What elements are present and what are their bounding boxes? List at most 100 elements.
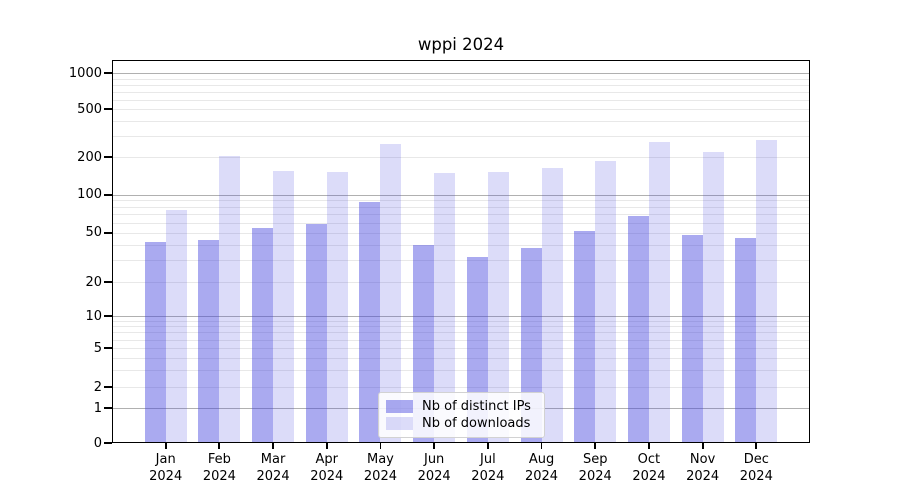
bar-distinct-ips-dec xyxy=(735,238,757,443)
bar-downloads-oct xyxy=(648,141,670,443)
bar-downloads-jun xyxy=(434,172,456,443)
x-tick-label-may: May 2024 xyxy=(363,452,397,484)
x-tick-label-jun: Jun 2024 xyxy=(417,452,451,484)
minor-gridline-600 xyxy=(112,99,810,101)
minor-gridline-3 xyxy=(112,369,810,371)
y-tick-label-5: 5 xyxy=(93,340,102,356)
gridline-500 xyxy=(112,109,810,111)
y-tick-0 xyxy=(104,442,112,444)
y-tick-label-50: 50 xyxy=(85,225,102,241)
minor-gridline-40 xyxy=(112,244,810,246)
y-tick-100 xyxy=(104,193,112,196)
bar-downloads-feb xyxy=(219,156,241,443)
y-tick-5 xyxy=(104,347,112,349)
y-tick-50 xyxy=(104,231,112,234)
x-tick-label-jan: Jan 2024 xyxy=(149,452,183,484)
x-tick-jul xyxy=(486,443,489,449)
y-tick-label-10: 10 xyxy=(85,308,102,324)
plot-area xyxy=(112,60,810,443)
x-tick-feb xyxy=(218,443,221,449)
x-tick-label-apr: Apr 2024 xyxy=(310,452,344,484)
bar-downloads-mar xyxy=(273,170,295,443)
legend-item-downloads: Nb of downloads xyxy=(386,416,537,431)
x-tick-label-mar: Mar 2024 xyxy=(256,452,290,484)
bar-downloads-jul xyxy=(487,171,509,443)
y-tick-label-200: 200 xyxy=(77,149,102,165)
minor-gridline-9 xyxy=(112,320,810,322)
gridline-20 xyxy=(112,282,810,284)
y-tick-2 xyxy=(104,386,112,389)
bar-distinct-ips-sep xyxy=(574,230,596,443)
gridline-1000 xyxy=(112,73,810,75)
minor-gridline-700 xyxy=(112,91,810,93)
minor-gridline-4 xyxy=(112,357,810,359)
bar-distinct-ips-oct xyxy=(627,215,649,443)
minor-gridline-7 xyxy=(112,332,810,334)
x-tick-oct xyxy=(648,443,650,449)
legend-label-distinct-ips: Nb of distinct IPs xyxy=(422,399,531,414)
legend-label-downloads: Nb of downloads xyxy=(422,416,531,431)
x-tick-dec xyxy=(755,443,758,449)
x-tick-label-dec: Dec 2024 xyxy=(739,452,773,484)
minor-gridline-400 xyxy=(112,120,810,122)
y-tick-20 xyxy=(104,281,112,284)
y-tick-1 xyxy=(104,407,112,410)
minor-gridline-300 xyxy=(112,136,810,138)
y-tick-label-1000: 1000 xyxy=(68,65,102,81)
x-tick-nov xyxy=(701,443,704,449)
gridline-2 xyxy=(112,387,810,389)
legend-swatch-distinct-ips xyxy=(386,400,413,413)
minor-gridline-6 xyxy=(112,339,810,341)
minor-gridline-900 xyxy=(112,78,810,80)
y-tick-label-1: 1 xyxy=(93,400,102,416)
bar-distinct-ips-feb xyxy=(198,239,220,443)
chart-title: wppi 2024 xyxy=(417,35,505,54)
y-tick-label-0: 0 xyxy=(93,435,102,451)
minor-gridline-70 xyxy=(112,214,810,216)
x-tick-sep xyxy=(594,443,597,449)
bar-downloads-nov xyxy=(702,152,724,443)
gridline-100 xyxy=(112,194,810,196)
x-tick-aug xyxy=(540,443,543,449)
bar-downloads-aug xyxy=(541,168,563,443)
bar-downloads-jan xyxy=(165,209,187,443)
x-tick-label-aug: Aug 2024 xyxy=(524,452,559,484)
x-tick-jun xyxy=(433,443,436,449)
y-tick-label-20: 20 xyxy=(85,274,102,290)
x-tick-label-jul: Jul 2024 xyxy=(471,452,505,484)
minor-gridline-80 xyxy=(112,206,810,208)
x-tick-label-nov: Nov 2024 xyxy=(686,452,720,484)
bar-distinct-ips-mar xyxy=(252,228,274,443)
x-tick-may xyxy=(379,443,382,449)
minor-gridline-8 xyxy=(112,326,810,328)
bar-downloads-may xyxy=(380,143,402,443)
bar-distinct-ips-apr xyxy=(305,223,327,443)
y-tick-label-500: 500 xyxy=(77,101,102,117)
legend: Nb of distinct IPs Nb of downloads xyxy=(378,392,545,438)
gridline-10 xyxy=(112,316,810,317)
y-tick-1000 xyxy=(104,72,112,75)
minor-gridline-800 xyxy=(112,84,810,86)
gridline-50 xyxy=(112,232,810,234)
bar-downloads-sep xyxy=(595,161,617,443)
x-tick-label-oct: Oct 2024 xyxy=(632,452,666,484)
gridline-5 xyxy=(112,348,810,349)
y-tick-label-2: 2 xyxy=(93,379,102,395)
legend-swatch-downloads xyxy=(386,417,413,430)
y-tick-label-100: 100 xyxy=(77,187,102,203)
minor-gridline-60 xyxy=(112,222,810,224)
x-tick-mar xyxy=(272,443,274,449)
x-tick-label-feb: Feb 2024 xyxy=(202,452,236,484)
bar-distinct-ips-may xyxy=(359,201,381,443)
minor-gridline-90 xyxy=(112,200,810,202)
bar-distinct-ips-nov xyxy=(681,234,703,443)
bar-distinct-ips-jan xyxy=(144,242,166,443)
legend-item-distinct-ips: Nb of distinct IPs xyxy=(386,399,537,414)
x-tick-label-sep: Sep 2024 xyxy=(578,452,612,484)
gridline-200 xyxy=(112,157,810,159)
y-tick-10 xyxy=(104,315,112,317)
x-tick-apr xyxy=(325,443,328,449)
minor-gridline-30 xyxy=(112,260,810,262)
y-tick-200 xyxy=(104,156,112,159)
